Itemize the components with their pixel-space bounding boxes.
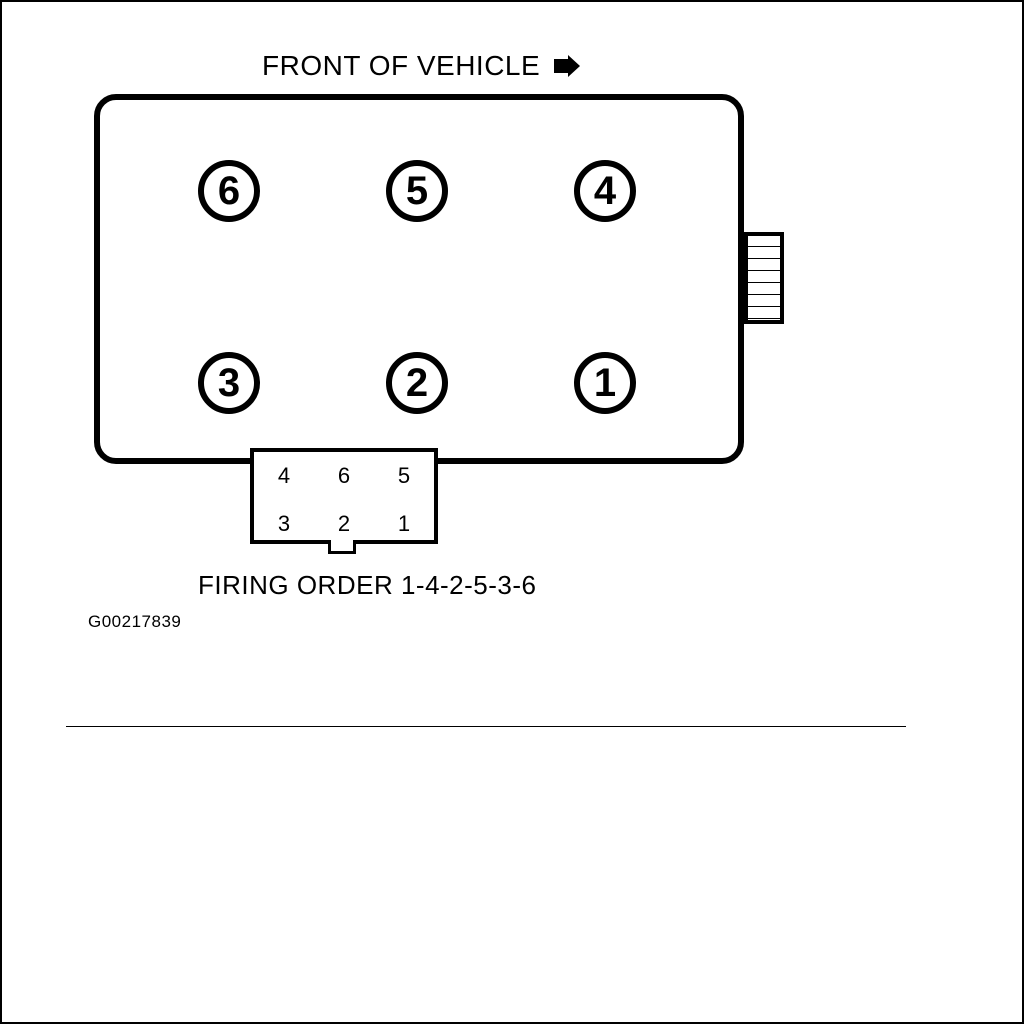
coil-terminal: 5 [374, 463, 433, 489]
connector-tick [748, 306, 780, 307]
cylinder-6: 6 [198, 160, 260, 222]
document-id: G00217839 [88, 612, 181, 632]
connector-tick [748, 258, 780, 259]
coil-terminal: 1 [374, 511, 433, 537]
firing-order-label: FIRING ORDER 1-4-2-5-3-6 [198, 570, 537, 601]
cylinder-5: 5 [386, 160, 448, 222]
cylinder-3: 3 [198, 352, 260, 414]
connector-tick [748, 294, 780, 295]
connector-tick [748, 318, 780, 319]
cylinder-1: 1 [574, 352, 636, 414]
connector-tick [748, 282, 780, 283]
cylinder-4: 4 [574, 160, 636, 222]
coil-terminal: 3 [254, 511, 313, 537]
coil-terminal: 2 [314, 511, 373, 537]
coil-pack-row-top: 4 6 5 [254, 452, 434, 500]
coil-terminal: 4 [254, 463, 313, 489]
coil-terminal: 6 [314, 463, 373, 489]
coil-pack: 4 6 5 3 2 1 [250, 448, 438, 544]
side-connector [744, 232, 784, 324]
connector-tick [748, 246, 780, 247]
horizontal-divider [66, 726, 906, 727]
front-of-vehicle-label: FRONT OF VEHICLE [262, 50, 580, 84]
arrow-right-icon [554, 52, 580, 84]
cylinder-2: 2 [386, 352, 448, 414]
page-frame: FRONT OF VEHICLE 654321 4 6 5 3 2 1 FIRI… [0, 0, 1024, 1024]
coil-pack-tab [328, 540, 356, 554]
connector-tick [748, 270, 780, 271]
engine-block-outline: 6 5 4 3 2 1 [94, 94, 744, 464]
header-text: FRONT OF VEHICLE [262, 50, 540, 81]
